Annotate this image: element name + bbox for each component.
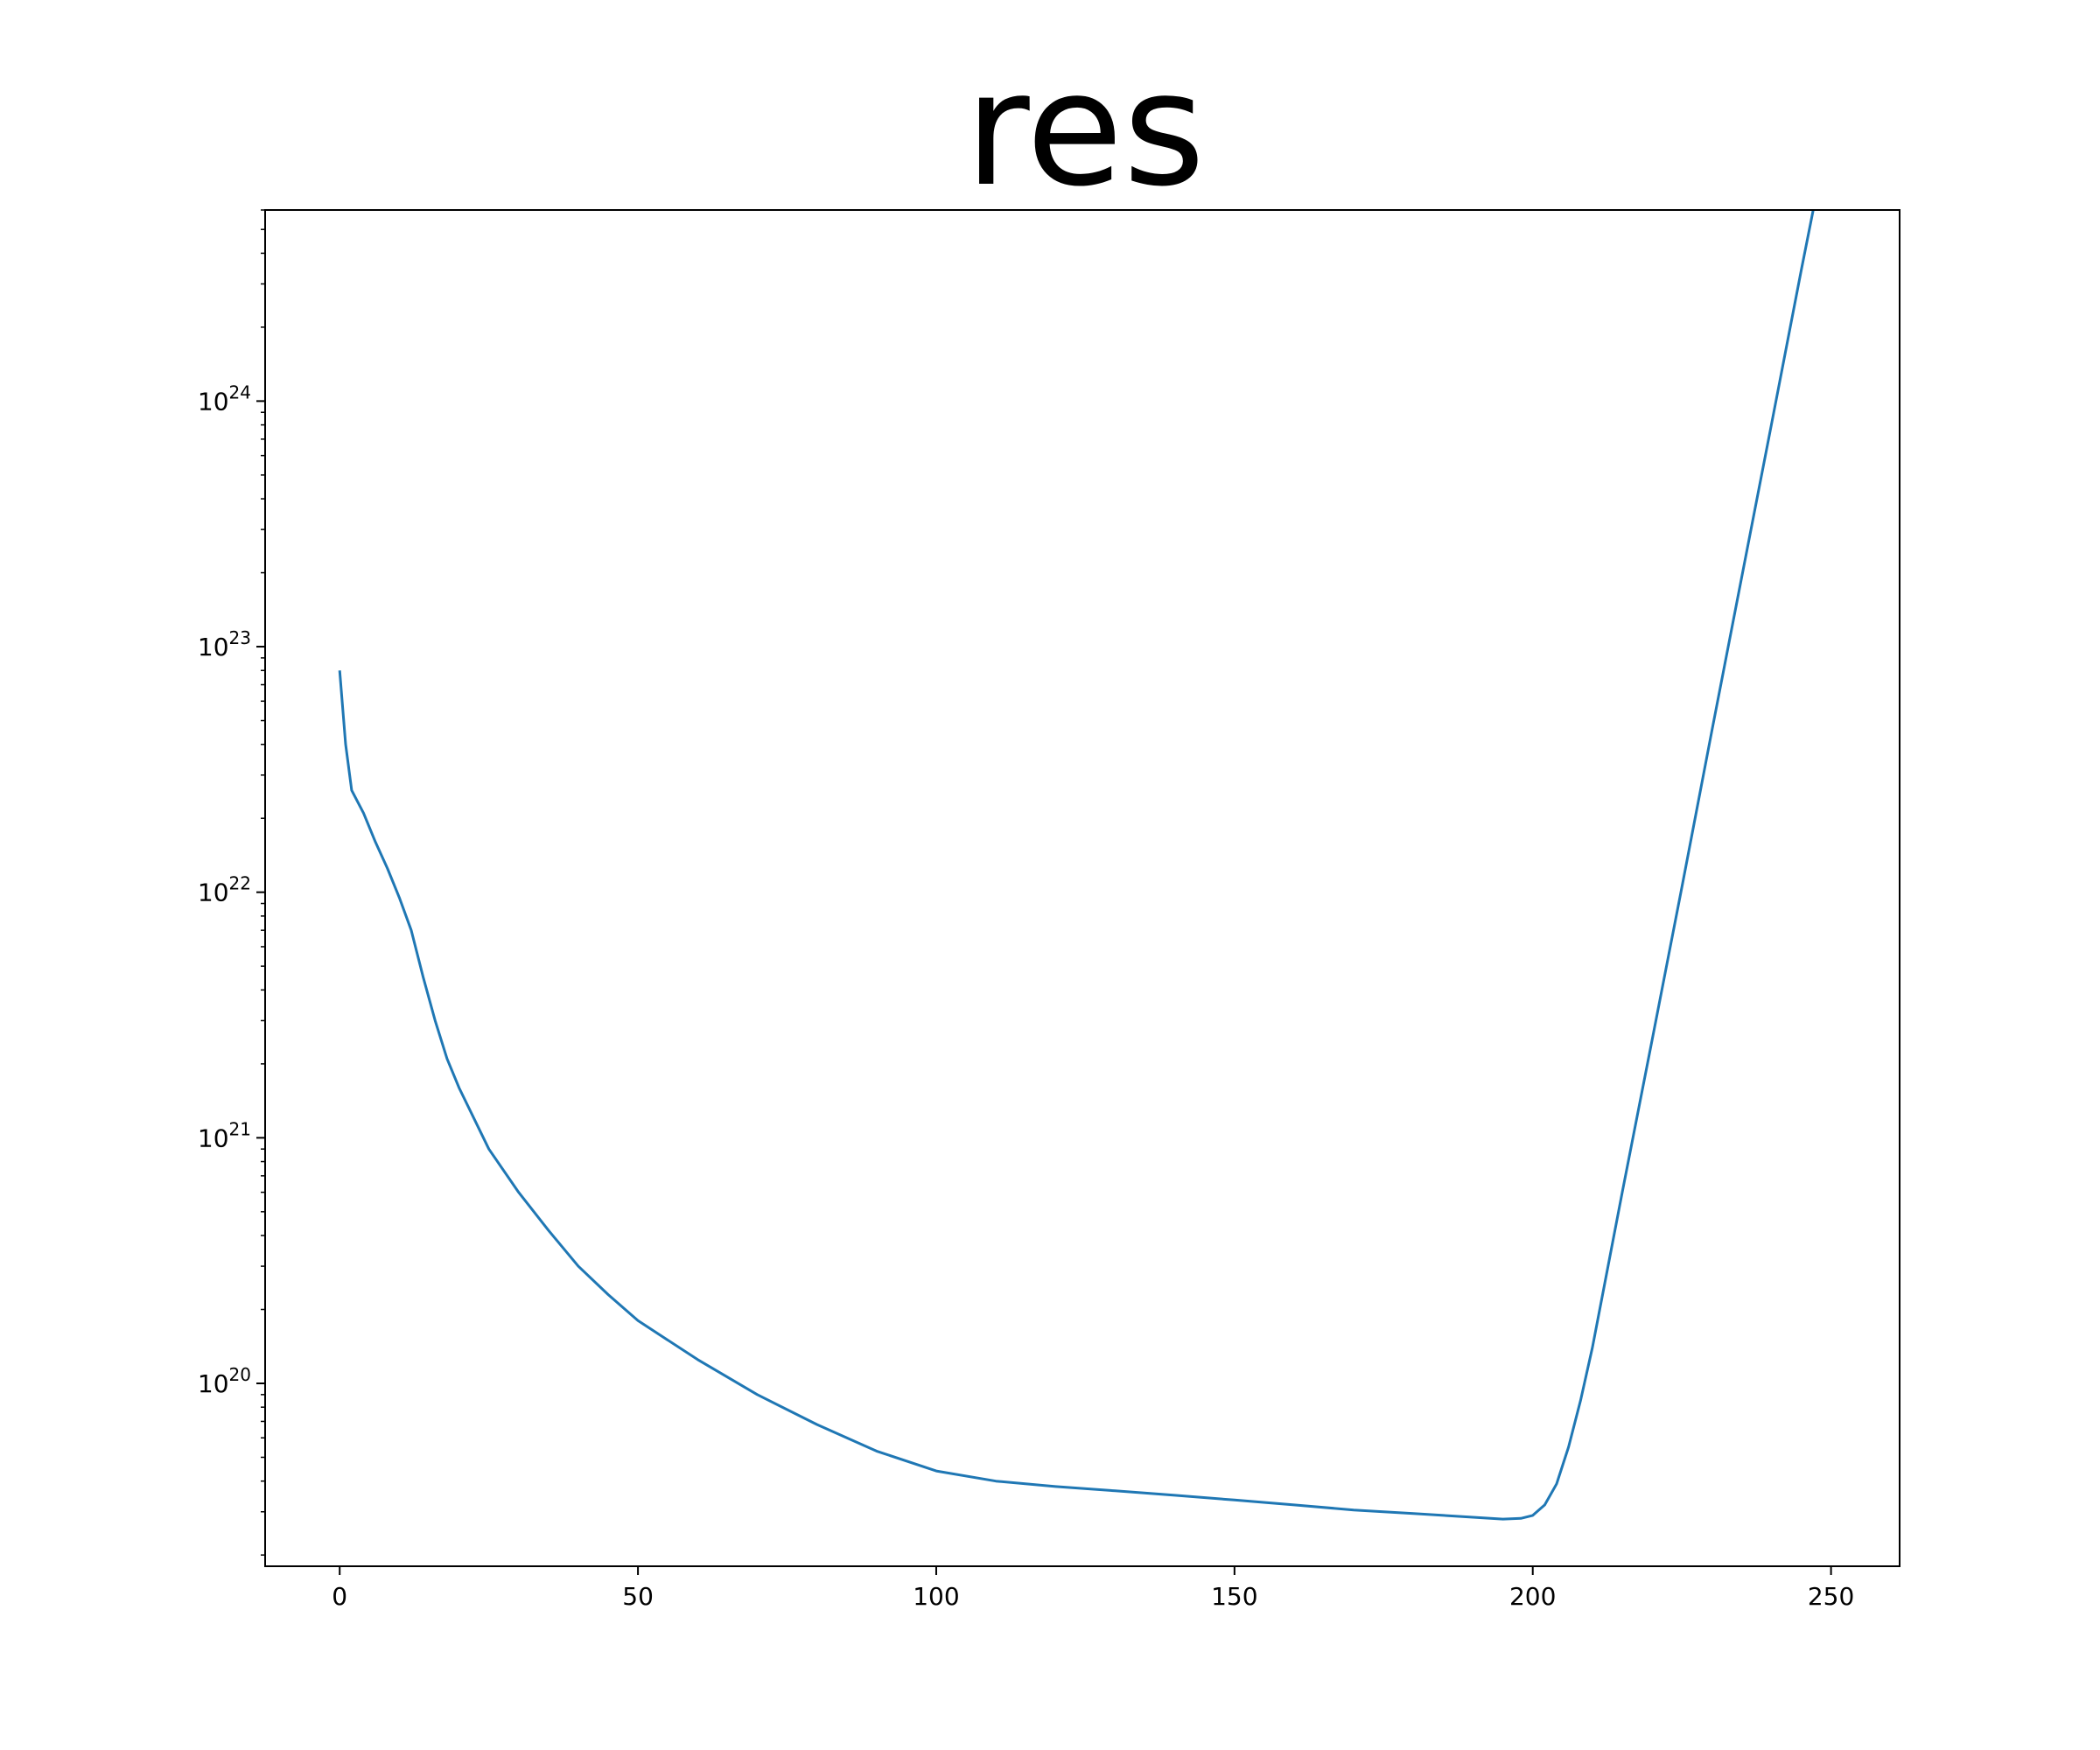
y-tick-label-base: 10: [198, 1369, 229, 1398]
x-axis: 0 50 100 150 200 250: [332, 1566, 1854, 1611]
y-tick-label-exponent: 20: [229, 1364, 251, 1385]
x-tick-label: 100: [913, 1582, 959, 1611]
y-tick-label: 1023: [198, 627, 251, 662]
y-tick-label-base: 10: [198, 878, 229, 907]
y-tick-label-exponent: 24: [229, 382, 251, 402]
x-tick-label: 250: [1808, 1582, 1854, 1611]
y-tick-label: 1020: [198, 1364, 251, 1398]
y-tick-label-base: 10: [198, 1124, 229, 1152]
x-tick-label: 150: [1211, 1582, 1257, 1611]
x-tick-label: 50: [622, 1582, 654, 1611]
axes-frame: [264, 209, 1900, 1567]
y-tick-label: 1022: [198, 873, 251, 907]
plot-area: [338, 210, 1815, 1521]
y-tick-label-base: 10: [198, 387, 229, 416]
y-tick-label-exponent: 22: [229, 873, 251, 894]
y-tick-label-exponent: 23: [229, 627, 251, 648]
series-line-0: [338, 210, 1815, 1521]
x-tick-label: 200: [1509, 1582, 1556, 1611]
y-tick-label-base: 10: [198, 633, 229, 662]
x-tick-label: 0: [332, 1582, 347, 1611]
y-tick-label-exponent: 21: [229, 1118, 251, 1139]
y-tick-label: 1021: [198, 1118, 251, 1152]
chart-title: res: [965, 38, 1206, 221]
y-tick-label: 1024: [198, 382, 251, 416]
